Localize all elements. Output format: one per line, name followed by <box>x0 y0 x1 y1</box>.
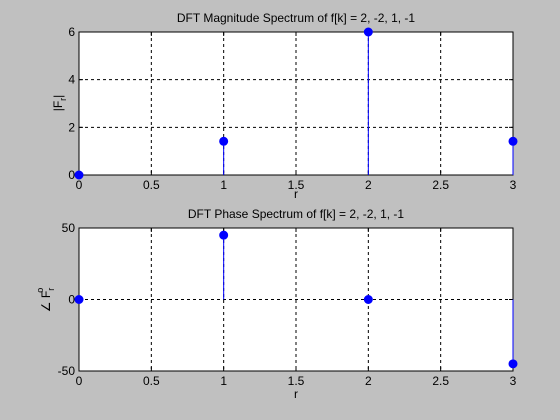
x-tick-label: 1 <box>220 374 227 388</box>
x-tick-label: 1.5 <box>288 178 305 192</box>
stem-marker <box>219 136 229 146</box>
x-tick-label: 0 <box>76 178 83 192</box>
grid <box>79 32 513 175</box>
x-tick-label: 2 <box>365 374 372 388</box>
x-tick-label: 0 <box>76 374 83 388</box>
x-axis-label: r <box>294 187 298 201</box>
stems <box>74 230 518 369</box>
chart-title: DFT Magnitude Spectrum of f[k] = 2, -2, … <box>177 11 416 25</box>
y-tick-label: 0 <box>68 168 75 182</box>
stem-marker <box>74 295 84 304</box>
x-tick-label: 2.5 <box>432 374 449 388</box>
x-tick-label: 2.5 <box>432 178 449 192</box>
y-tick-label: 50 <box>62 221 76 235</box>
y-axis-label-sub: r <box>58 98 68 101</box>
y-axis-label-end: | <box>51 95 65 98</box>
y-axis-label-base: |F <box>51 101 65 111</box>
stem-marker <box>508 136 518 146</box>
x-tick-label: 1.5 <box>288 374 305 388</box>
stems <box>74 27 518 180</box>
x-tick-label: 3 <box>510 374 517 388</box>
x-tick-label: 0.5 <box>143 374 160 388</box>
x-tick-label: 1 <box>220 178 227 192</box>
y-axis-label-sub: r <box>46 288 56 291</box>
y-axis-label-base: ∠ F <box>39 291 53 312</box>
y-tick-label: 6 <box>68 25 75 39</box>
x-tick-label: 2 <box>365 178 372 192</box>
stem-marker <box>219 230 229 240</box>
chart-title: DFT Phase Spectrum of f[k] = 2, -2, 1, -… <box>188 207 405 221</box>
stem-marker <box>363 27 373 37</box>
x-axis-label: r <box>294 387 298 401</box>
y-tick-label: -50 <box>58 364 76 378</box>
stem-marker <box>508 359 518 369</box>
magnitude-subplot: 0 0.5 1 1.5 2 2.5 3 0 2 4 6 DFT Magnitude Spectrum… <box>51 11 518 201</box>
grid <box>79 228 513 371</box>
stem-marker <box>363 295 373 304</box>
y-axis-label-sup: o <box>35 288 45 293</box>
y-tick-label: 4 <box>68 73 75 87</box>
y-tick-label: 2 <box>68 120 75 134</box>
y-axis-label: ∠ Fro <box>35 288 56 312</box>
y-axis-label: |Fr| <box>51 95 68 112</box>
x-tick-label: 3 <box>510 178 517 192</box>
x-tick-label: 0.5 <box>143 178 160 192</box>
y-tick-label: 0 <box>68 293 75 307</box>
stem-marker <box>74 170 84 180</box>
plot-area <box>79 32 513 175</box>
